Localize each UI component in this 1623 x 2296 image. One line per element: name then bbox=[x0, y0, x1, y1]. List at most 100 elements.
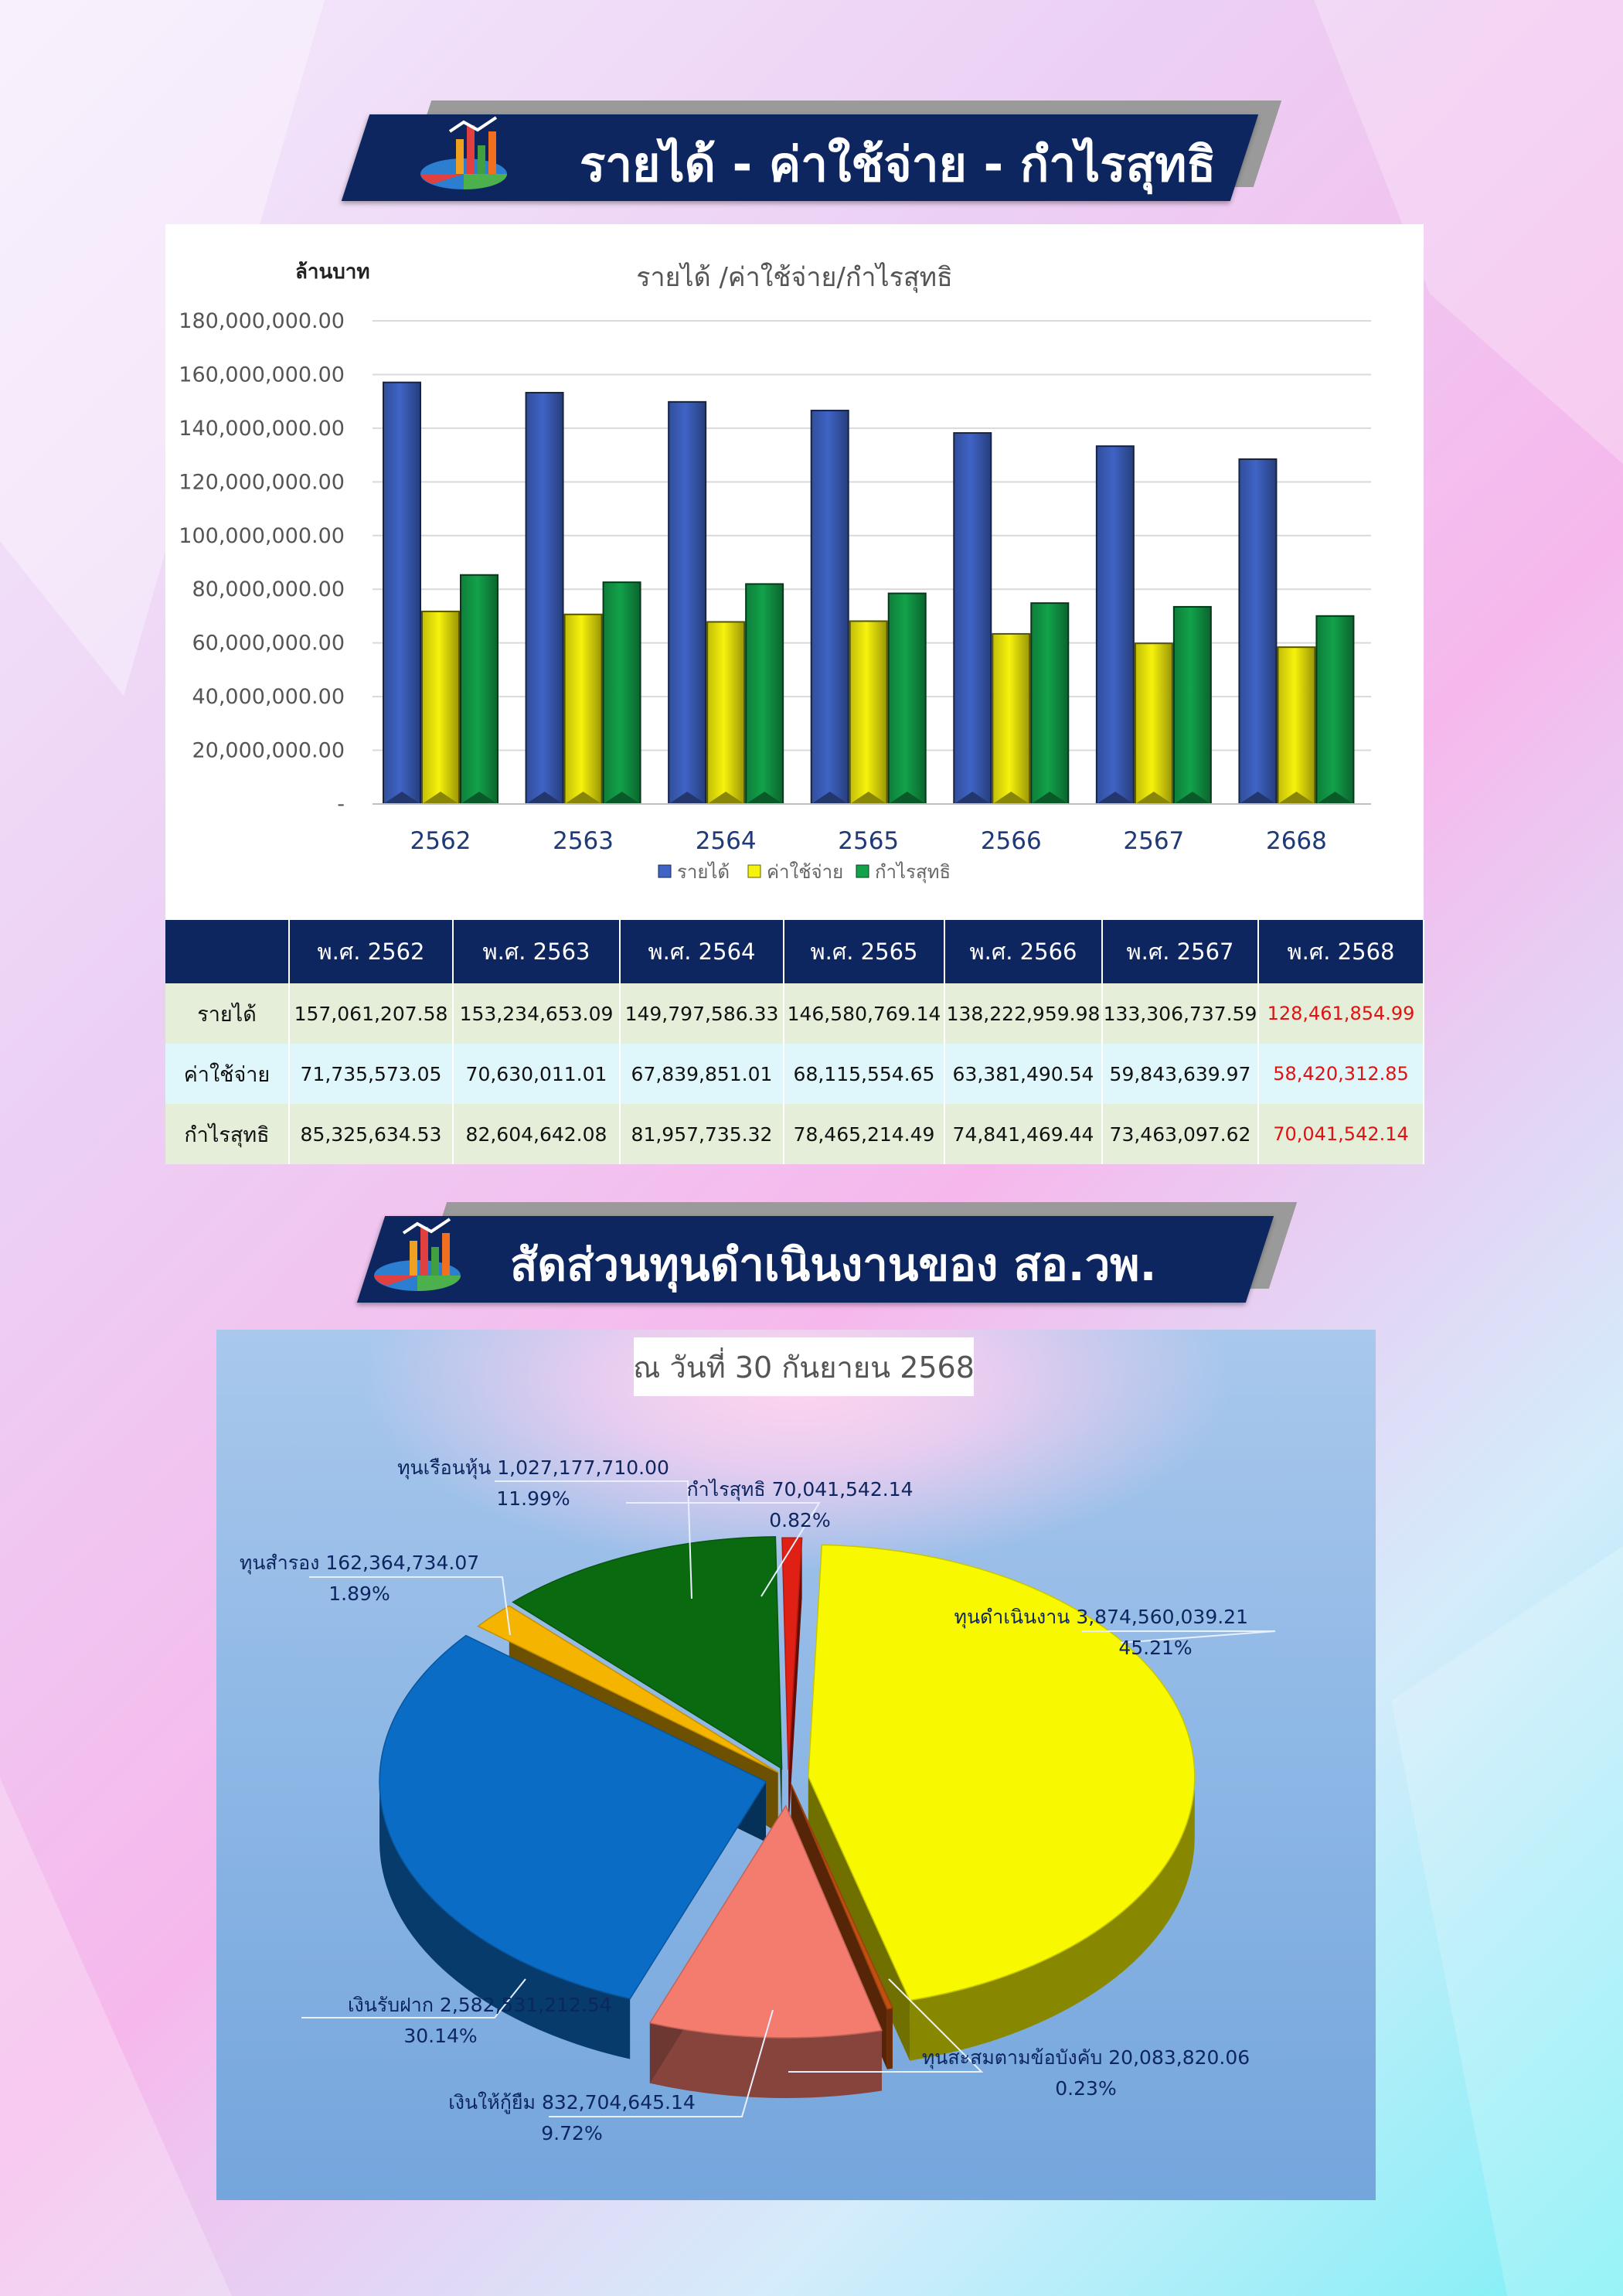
bar-profit bbox=[1030, 602, 1070, 805]
bar-base-shade bbox=[1031, 792, 1069, 804]
pie-slice bbox=[790, 1783, 894, 2010]
bar-base-shade bbox=[383, 792, 420, 804]
table-header-cell: พ.ศ. 2566 bbox=[944, 920, 1103, 983]
bar-profit bbox=[745, 583, 784, 805]
table-header-cell: พ.ศ. 2562 bbox=[289, 920, 454, 983]
slice-label: ทุนเรือนหุ้น 1,027,177,710.00 bbox=[397, 1456, 669, 1480]
leader-line bbox=[788, 1978, 984, 2073]
bar-expense bbox=[421, 610, 460, 805]
table-cell-latest: 58,420,312.85 bbox=[1258, 1044, 1424, 1104]
bar-base-shade bbox=[954, 792, 992, 804]
bar-profit bbox=[887, 592, 927, 805]
bar-base-shade bbox=[1135, 792, 1172, 804]
table-cell: 78,465,214.49 bbox=[784, 1104, 945, 1164]
slice-side bbox=[649, 2022, 882, 2098]
bar-profit bbox=[1172, 605, 1212, 805]
table-cell: 71,735,573.05 bbox=[289, 1044, 454, 1104]
bar-base-shade bbox=[526, 792, 563, 804]
bar-base-shade bbox=[992, 792, 1030, 804]
legend-swatch bbox=[658, 864, 672, 878]
y-tick-label: 100,000,000.00 bbox=[179, 524, 345, 548]
leader-line bbox=[549, 2009, 774, 2117]
leader-line bbox=[1082, 1630, 1276, 1644]
table-header-cell: พ.ศ. 2565 bbox=[784, 920, 945, 983]
bar-base-shade bbox=[1316, 792, 1354, 804]
table-row-revenue: รายได้ 157,061,207.58 153,234,653.09 149… bbox=[165, 983, 1424, 1044]
bar-base-shade bbox=[603, 792, 641, 804]
slice-percent: 0.23% bbox=[1055, 2077, 1116, 2100]
bar-base-shade bbox=[669, 792, 706, 804]
table-cell: 82,604,642.08 bbox=[453, 1104, 621, 1164]
pie-slice bbox=[781, 1537, 803, 1770]
slice-side bbox=[886, 2008, 893, 2069]
x-tick-label: 2563 bbox=[553, 827, 614, 855]
table-cell: 146,580,769.14 bbox=[784, 983, 945, 1044]
bar-base-shade bbox=[461, 792, 498, 804]
pie-slice bbox=[512, 1536, 783, 1770]
bar-revenue bbox=[1238, 458, 1278, 805]
x-tick-label: 2567 bbox=[1123, 827, 1184, 855]
bar-revenue bbox=[953, 432, 992, 805]
slice-percent: 11.99% bbox=[496, 1487, 570, 1510]
y-tick-label: 80,000,000.00 bbox=[192, 577, 345, 601]
banner-title: รายได้ - ค่าใช้จ่าย - กำไรสุทธิ bbox=[580, 136, 1216, 192]
bar-revenue bbox=[668, 400, 707, 805]
table-cell: 73,463,097.62 bbox=[1102, 1104, 1259, 1164]
chart-title: รายได้ /ค่าใช้จ่าย/กำไรสุทธิ bbox=[636, 262, 953, 293]
bar-base-shade bbox=[422, 792, 459, 804]
slice-side bbox=[379, 1781, 631, 2059]
x-tick-label: 2564 bbox=[696, 827, 757, 855]
table-cell: 74,841,469.44 bbox=[944, 1104, 1103, 1164]
table-header-cell: พ.ศ. 2564 bbox=[620, 920, 784, 983]
table-cell: 157,061,207.58 bbox=[289, 983, 454, 1044]
bar-expense bbox=[1134, 642, 1173, 806]
y-tick-label: 20,000,000.00 bbox=[192, 739, 345, 763]
y-tick-label: 60,000,000.00 bbox=[192, 632, 345, 656]
pie-tops bbox=[379, 1536, 1196, 2039]
bar-base-shade bbox=[811, 792, 849, 804]
leader-line bbox=[495, 1480, 692, 1599]
bar-base-shade bbox=[849, 792, 887, 804]
table-cell: 149,797,586.33 bbox=[620, 983, 784, 1044]
banner-revenue-expense-profit: รายได้ - ค่าใช้จ่าย - กำไรสุทธิ bbox=[332, 100, 1291, 209]
bar-profit bbox=[602, 581, 641, 805]
y-tick-label: 120,000,000.00 bbox=[179, 470, 345, 494]
bar-base-shade bbox=[707, 792, 745, 804]
row-label: ค่าใช้จ่าย bbox=[165, 1044, 290, 1104]
table-cell: 153,234,653.09 bbox=[453, 983, 621, 1044]
table-cell: 67,839,851.01 bbox=[620, 1044, 784, 1104]
table-cell: 70,630,011.01 bbox=[453, 1044, 621, 1104]
bar-base-shade bbox=[1173, 792, 1211, 804]
table-header-cell: พ.ศ. 2563 bbox=[453, 920, 621, 983]
x-tick-label: 2566 bbox=[981, 827, 1042, 855]
table-header-cell: พ.ศ. 2567 bbox=[1102, 920, 1259, 983]
slice-label: เงินรับฝาก 2,582,531,212.54 bbox=[348, 1994, 612, 2016]
bar-base-shade bbox=[888, 792, 926, 804]
pie-slice bbox=[379, 1634, 767, 2000]
slice-label: เงินให้กู้ยืม 832,704,645.14 bbox=[448, 2091, 696, 2114]
bar-expense bbox=[1277, 646, 1316, 805]
table-cell: 81,957,735.32 bbox=[620, 1104, 784, 1164]
row-label: กำไรสุทธิ bbox=[165, 1104, 290, 1164]
slice-side bbox=[910, 1777, 1195, 2061]
legend-label: กำไรสุทธิ bbox=[875, 861, 951, 884]
y-tick-label: 140,000,000.00 bbox=[179, 417, 345, 441]
table-cell: 85,325,634.53 bbox=[289, 1104, 454, 1164]
bar-expense bbox=[563, 613, 603, 805]
bar-profit bbox=[1315, 615, 1355, 805]
table-row-expense: ค่าใช้จ่าย 71,735,573.05 70,630,011.01 6… bbox=[165, 1044, 1424, 1104]
slice-wall bbox=[788, 1538, 802, 1831]
legend-label: รายได้ bbox=[677, 861, 730, 883]
table-cell: 138,222,959.98 bbox=[944, 983, 1103, 1044]
slice-percent: 1.89% bbox=[328, 1582, 390, 1605]
financial-table: พ.ศ. 2562 พ.ศ. 2563 พ.ศ. 2564 พ.ศ. 2565 … bbox=[165, 920, 1424, 1164]
row-label: รายได้ bbox=[165, 983, 290, 1044]
bar-revenue bbox=[525, 391, 564, 805]
bar-base-shade bbox=[564, 792, 602, 804]
chart-logo-icon bbox=[374, 1218, 461, 1291]
table-row-profit: กำไรสุทธิ 85,325,634.53 82,604,642.08 81… bbox=[165, 1104, 1424, 1164]
y-tick-label: 40,000,000.00 bbox=[192, 685, 345, 709]
table-cell: 59,843,639.97 bbox=[1102, 1044, 1259, 1104]
table-cell: 63,381,490.54 bbox=[944, 1044, 1103, 1104]
bar-expense bbox=[992, 632, 1031, 805]
